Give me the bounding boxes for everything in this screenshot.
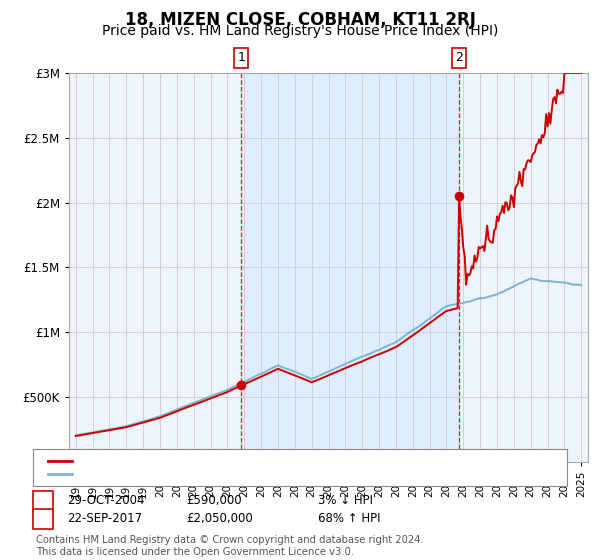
Text: 1: 1 (39, 494, 47, 507)
Text: 3% ↓ HPI: 3% ↓ HPI (318, 494, 373, 507)
Text: £590,000: £590,000 (186, 494, 242, 507)
Text: 2: 2 (39, 512, 47, 525)
Text: 29-OCT-2004: 29-OCT-2004 (67, 494, 145, 507)
Text: Price paid vs. HM Land Registry's House Price Index (HPI): Price paid vs. HM Land Registry's House … (102, 24, 498, 38)
Text: 18, MIZEN CLOSE, COBHAM, KT11 2RJ (detached house): 18, MIZEN CLOSE, COBHAM, KT11 2RJ (detac… (78, 455, 384, 465)
Text: 18, MIZEN CLOSE, COBHAM, KT11 2RJ: 18, MIZEN CLOSE, COBHAM, KT11 2RJ (125, 11, 475, 29)
Text: 68% ↑ HPI: 68% ↑ HPI (318, 512, 380, 525)
Bar (241, 73, 458, 462)
Text: Contains HM Land Registry data © Crown copyright and database right 2024.
This d: Contains HM Land Registry data © Crown c… (36, 535, 424, 557)
Text: HPI: Average price, detached house, Elmbridge: HPI: Average price, detached house, Elmb… (78, 469, 336, 479)
Text: 2: 2 (455, 52, 463, 64)
Text: £2,050,000: £2,050,000 (186, 512, 253, 525)
Text: 1: 1 (238, 52, 245, 64)
Text: 22-SEP-2017: 22-SEP-2017 (67, 512, 142, 525)
